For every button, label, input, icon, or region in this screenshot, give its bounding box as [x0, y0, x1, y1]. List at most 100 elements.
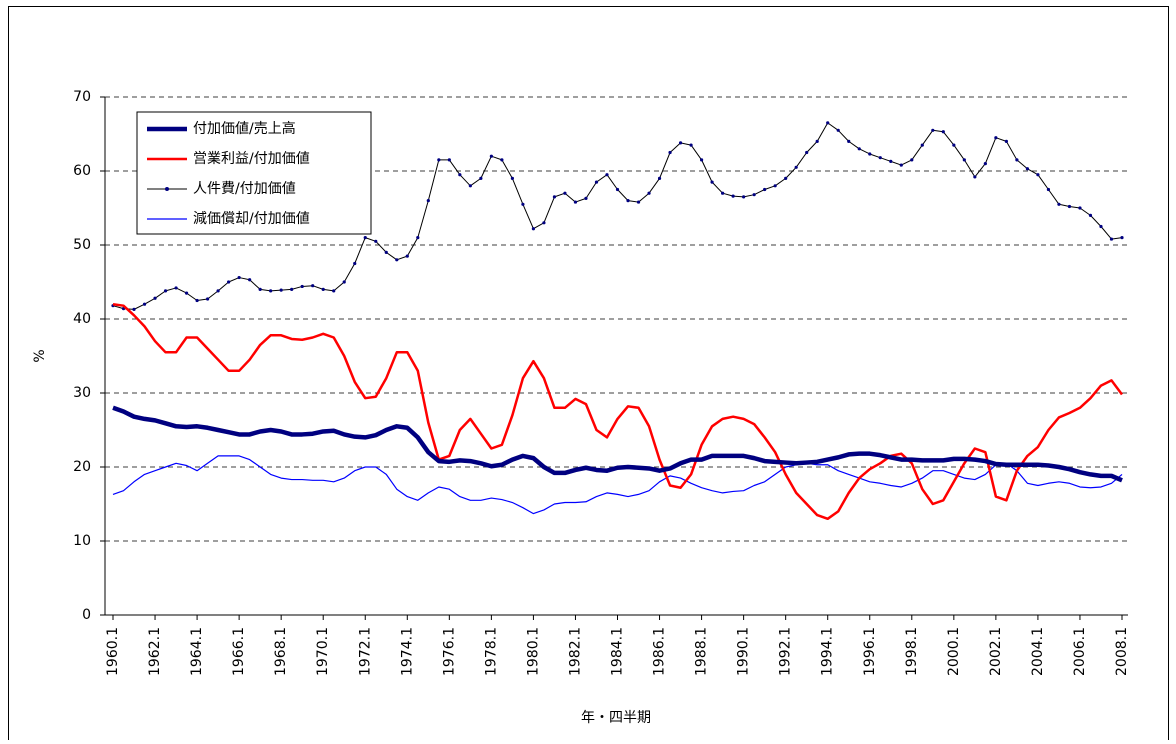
x-tick-label: 1988.1	[694, 627, 710, 676]
series-line	[112, 405, 1123, 483]
data-point	[742, 195, 746, 199]
x-tick-label: 2004.1	[1030, 627, 1046, 676]
data-point	[1088, 213, 1093, 217]
data-point	[542, 221, 546, 225]
data-point	[794, 165, 798, 169]
data-point	[752, 193, 756, 197]
x-tick-label: 1996.1	[862, 627, 878, 676]
data-point	[237, 275, 241, 280]
data-point	[962, 158, 966, 162]
data-point	[689, 143, 693, 147]
x-tick-label: 1994.1	[820, 627, 836, 676]
legend-label: 営業利益/付加価値	[193, 151, 310, 167]
x-tick-label: 2002.1	[988, 627, 1004, 676]
x-tick-label: 1992.1	[778, 627, 794, 676]
data-point	[615, 187, 620, 192]
data-point	[952, 143, 956, 147]
x-tick-label: 2008.1	[1114, 627, 1130, 676]
data-point	[563, 191, 567, 195]
data-point	[447, 158, 451, 162]
y-tick-label: 10	[73, 533, 91, 549]
data-point	[195, 298, 199, 303]
data-point	[931, 128, 935, 132]
legend-marker	[165, 187, 169, 191]
data-point	[500, 158, 504, 162]
series-line	[112, 455, 1123, 515]
data-point	[994, 136, 998, 140]
data-point	[731, 194, 735, 198]
data-point	[573, 200, 578, 204]
y-tick-label: 30	[73, 385, 91, 401]
data-point	[836, 128, 840, 132]
data-point	[374, 239, 378, 243]
x-tick-label: 1998.1	[904, 627, 920, 676]
data-point	[395, 258, 399, 262]
data-point	[868, 152, 872, 156]
y-tick-label: 0	[82, 607, 91, 623]
y-tick-label: 40	[73, 311, 91, 327]
data-point	[657, 176, 662, 180]
data-point	[489, 154, 493, 158]
legend-box	[136, 111, 372, 235]
data-point	[668, 150, 672, 155]
data-point	[458, 173, 462, 177]
data-point	[342, 280, 346, 284]
y-tick-label: 60	[73, 163, 91, 179]
x-tick-label: 1960.1	[105, 627, 121, 676]
data-point	[584, 196, 588, 200]
data-point	[805, 150, 809, 155]
data-point	[279, 288, 283, 292]
data-point	[899, 163, 903, 167]
x-tick-label: 1966.1	[231, 627, 247, 676]
data-point	[1025, 167, 1030, 171]
data-point	[784, 176, 788, 180]
x-tick-label: 1974.1	[399, 627, 415, 676]
data-point	[405, 254, 409, 258]
y-tick-label: 70	[73, 89, 91, 105]
data-point	[910, 158, 914, 162]
series-line	[112, 302, 1124, 521]
data-point	[773, 184, 777, 188]
x-axis-title: 年・四半期	[581, 710, 651, 726]
x-tick-label: 1972.1	[357, 627, 373, 676]
data-point	[153, 296, 157, 300]
data-point	[269, 289, 273, 293]
x-tick-label: 1970.1	[315, 627, 331, 676]
data-point	[1015, 158, 1019, 162]
data-point	[184, 291, 189, 295]
data-point	[300, 284, 304, 289]
data-point	[710, 180, 714, 184]
x-tick-label: 1984.1	[610, 627, 626, 676]
data-point	[920, 143, 924, 147]
data-point	[510, 176, 514, 180]
data-point	[1057, 202, 1061, 206]
data-point	[1120, 236, 1124, 240]
data-point	[174, 286, 178, 290]
data-point	[678, 141, 683, 145]
data-point	[857, 147, 861, 151]
data-point	[626, 199, 630, 203]
data-point	[1036, 173, 1040, 177]
data-point	[1109, 237, 1114, 241]
data-point	[363, 236, 367, 240]
data-point	[426, 199, 430, 203]
x-tick-label: 1980.1	[525, 627, 541, 676]
legend-label: 減価償却/付加価値	[193, 210, 310, 227]
data-point	[248, 278, 252, 282]
data-point	[521, 202, 525, 206]
data-point	[983, 162, 987, 166]
data-point	[132, 307, 136, 311]
data-point	[1099, 224, 1103, 229]
data-point	[479, 176, 483, 180]
x-tick-label: 1990.1	[736, 627, 752, 676]
data-point	[594, 180, 599, 184]
y-tick-label: 50	[73, 237, 91, 253]
data-point	[878, 156, 882, 160]
data-point	[941, 130, 945, 134]
x-tick-label: 1978.1	[483, 627, 499, 676]
data-point	[636, 200, 641, 204]
data-point	[290, 287, 294, 291]
data-point	[1078, 206, 1082, 210]
data-point	[531, 227, 536, 231]
x-tick-label: 1982.1	[567, 627, 583, 676]
